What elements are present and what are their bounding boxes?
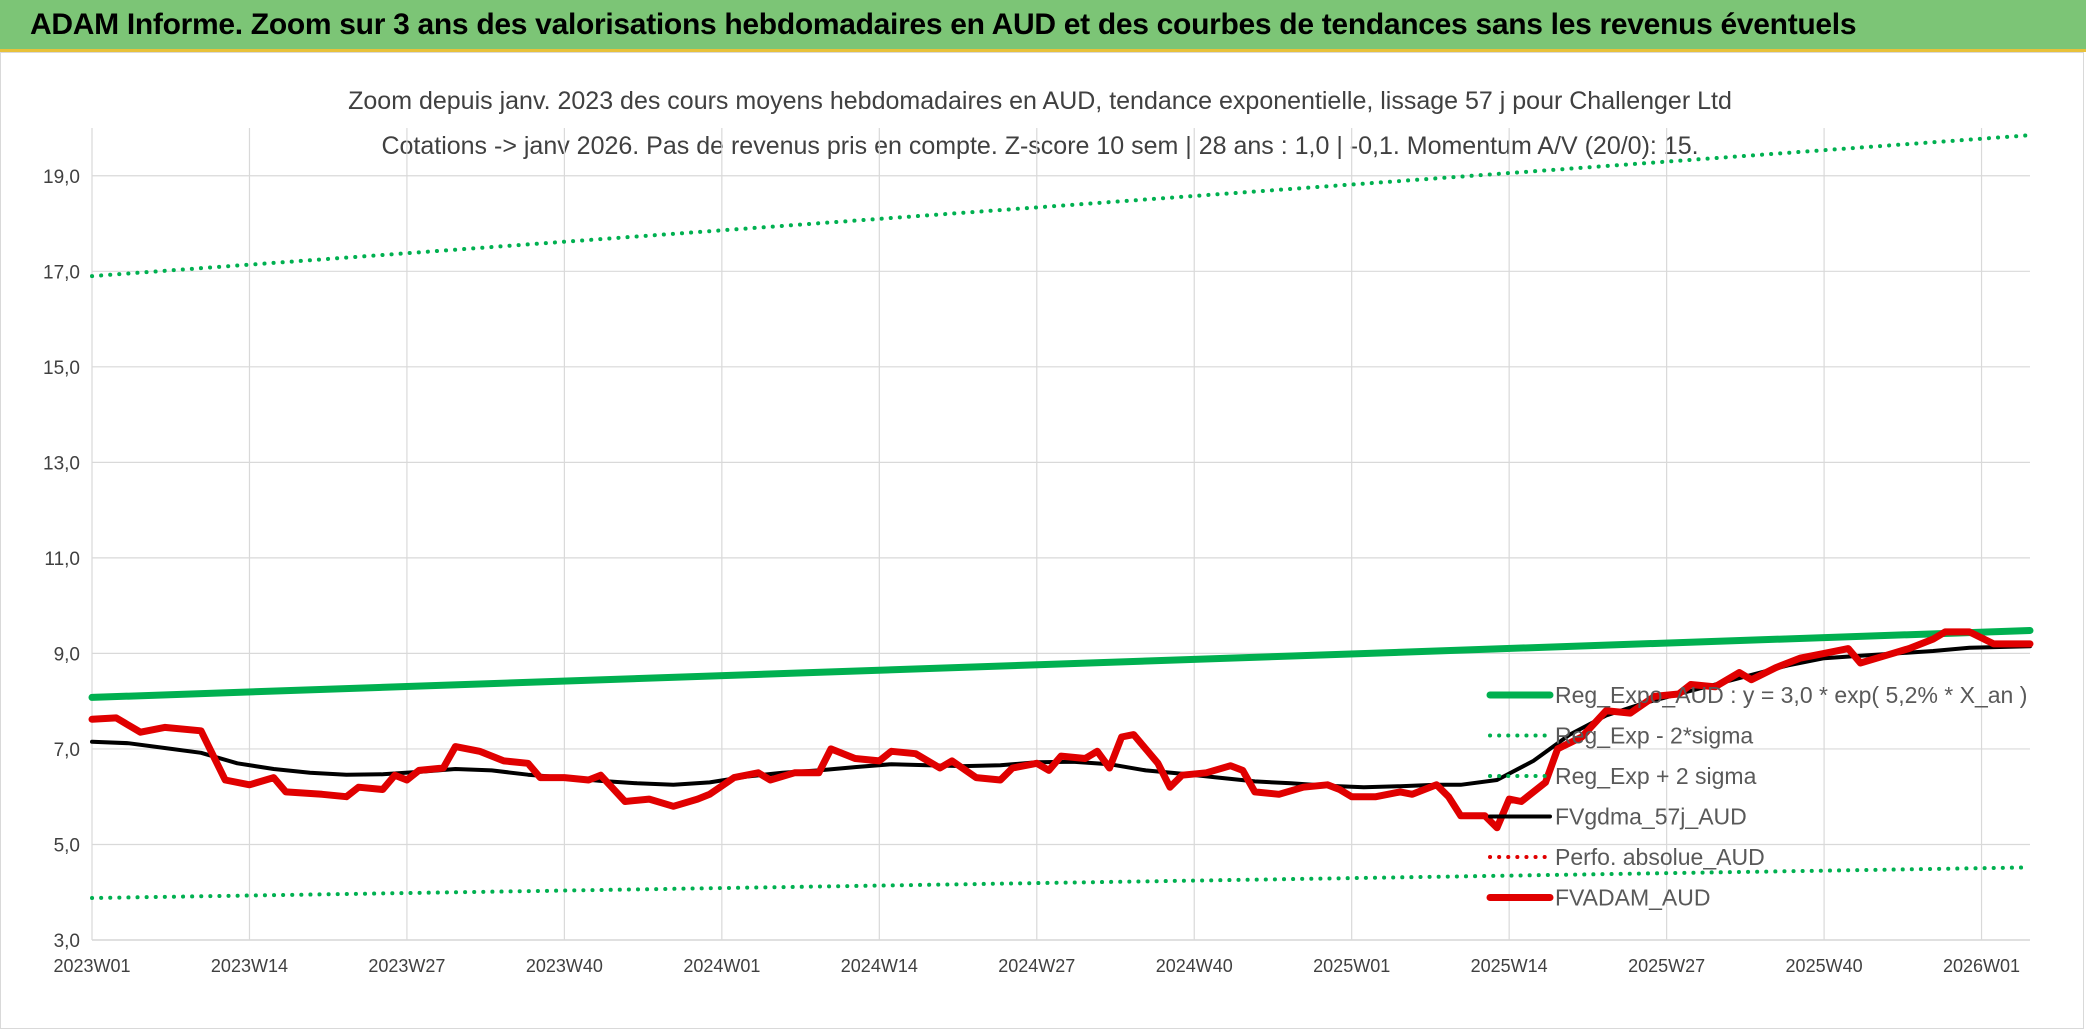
y-tick-label: 17,0	[43, 262, 80, 283]
x-tick-label: 2025W01	[1313, 956, 1390, 976]
chart-subtitle: Cotations -> janv 2026. Pas de revenus p…	[381, 132, 1698, 160]
series-line-5	[88, 628, 2034, 832]
y-tick-label: 3,0	[54, 931, 80, 952]
page-title: ADAM Informe. Zoom sur 3 ans des valoris…	[30, 8, 1857, 41]
x-tick-label: 2023W01	[53, 956, 130, 976]
x-tick-label: 2024W40	[1156, 956, 1233, 976]
x-tick-label: 2023W40	[526, 956, 603, 976]
legend-label: FVgdma_57j_AUD	[1555, 804, 1747, 830]
series-line-0	[88, 627, 2034, 701]
y-tick-label: 5,0	[54, 835, 80, 856]
y-tick-label: 11,0	[44, 549, 80, 570]
x-tick-label: 2024W27	[998, 956, 1075, 976]
legend-label: Reg_Exp - 2*sigma	[1555, 723, 1753, 749]
x-tick-label: 2025W14	[1471, 956, 1548, 976]
legend-label: Reg_Expo_AUD : y = 3,0 * exp( 5,2% * X_a…	[1555, 682, 2027, 708]
legend-label: FVADAM_AUD	[1555, 885, 1711, 911]
x-tick-label: 2023W27	[368, 956, 445, 976]
title-banner: ADAM Informe. Zoom sur 3 ans des valoris…	[0, 0, 2086, 52]
x-tick-label: 2026W01	[1943, 956, 2020, 976]
y-tick-label: 7,0	[54, 740, 80, 761]
y-tick-label: 19,0	[43, 167, 80, 188]
x-tick-label: 2025W27	[1628, 956, 1705, 976]
series-line-1	[90, 865, 2032, 900]
y-tick-label: 9,0	[54, 644, 80, 665]
x-tick-label: 2023W14	[211, 956, 288, 976]
series-line-2	[90, 133, 2032, 279]
x-tick-label: 2024W14	[841, 956, 918, 976]
y-tick-label: 13,0	[43, 453, 80, 474]
chart-title: Zoom depuis janv. 2023 des cours moyens …	[348, 87, 1732, 115]
legend-label: Reg_Exp + 2 sigma	[1555, 763, 1757, 789]
chart-frame	[0, 52, 2084, 1029]
legend-label: Perfo. absolue_AUD	[1555, 844, 1765, 870]
y-tick-label: 15,0	[43, 358, 80, 379]
x-tick-label: 2024W01	[683, 956, 760, 976]
x-tick-label: 2025W40	[1786, 956, 1863, 976]
